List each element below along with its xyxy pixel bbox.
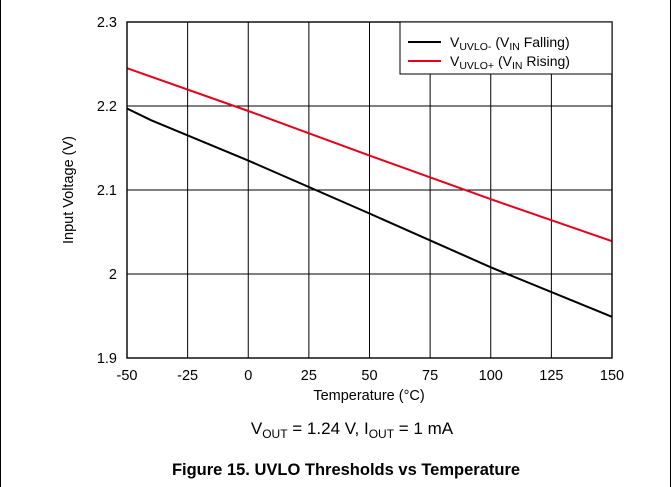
grid-lines	[127, 22, 612, 358]
x-tick-label: 0	[244, 368, 252, 384]
x-tick-label: 75	[422, 368, 438, 384]
y-tick-labels: 1.9 2 2.1 2.2 2.3	[97, 15, 117, 367]
test-conditions: VOUT = 1.24 V, IOUT = 1 mA	[251, 419, 454, 441]
legend-box	[399, 21, 613, 75]
y-tick-label: 2.2	[97, 99, 117, 115]
y-tick-label: 2	[109, 267, 117, 283]
x-tick-label: -50	[117, 368, 138, 384]
figure-caption: Figure 15. UVLO Thresholds vs Temperatur…	[172, 461, 520, 479]
x-tick-label: 150	[600, 368, 624, 384]
legend: VUVLO- (VIN Falling) VUVLO+ (VIN Rising)	[399, 21, 613, 75]
x-tick-label: 125	[539, 368, 563, 384]
series-lines	[126, 67, 613, 318]
y-tick-label: 1.9	[97, 351, 117, 367]
x-tick-labels: -50 -25 0 25 50 75 100 125 150	[117, 368, 625, 384]
legend-label-rising: VUVLO+ (VIN Rising)	[450, 53, 570, 72]
x-tick-label: -25	[177, 368, 198, 384]
legend-label-falling: VUVLO- (VIN Falling)	[450, 34, 570, 53]
series-line	[126, 67, 613, 243]
y-axis-label: Input Voltage (V)	[61, 136, 77, 244]
x-tick-label: 25	[301, 368, 317, 384]
frame-left-border	[0, 0, 1, 487]
y-tick-label: 2.3	[97, 15, 117, 31]
x-tick-label: 50	[361, 368, 377, 384]
plot-border	[126, 21, 613, 359]
x-axis-label: Temperature (°C)	[313, 388, 424, 404]
series-line	[126, 107, 613, 318]
y-tick-label: 2.1	[97, 183, 117, 199]
x-tick-label: 100	[479, 368, 503, 384]
